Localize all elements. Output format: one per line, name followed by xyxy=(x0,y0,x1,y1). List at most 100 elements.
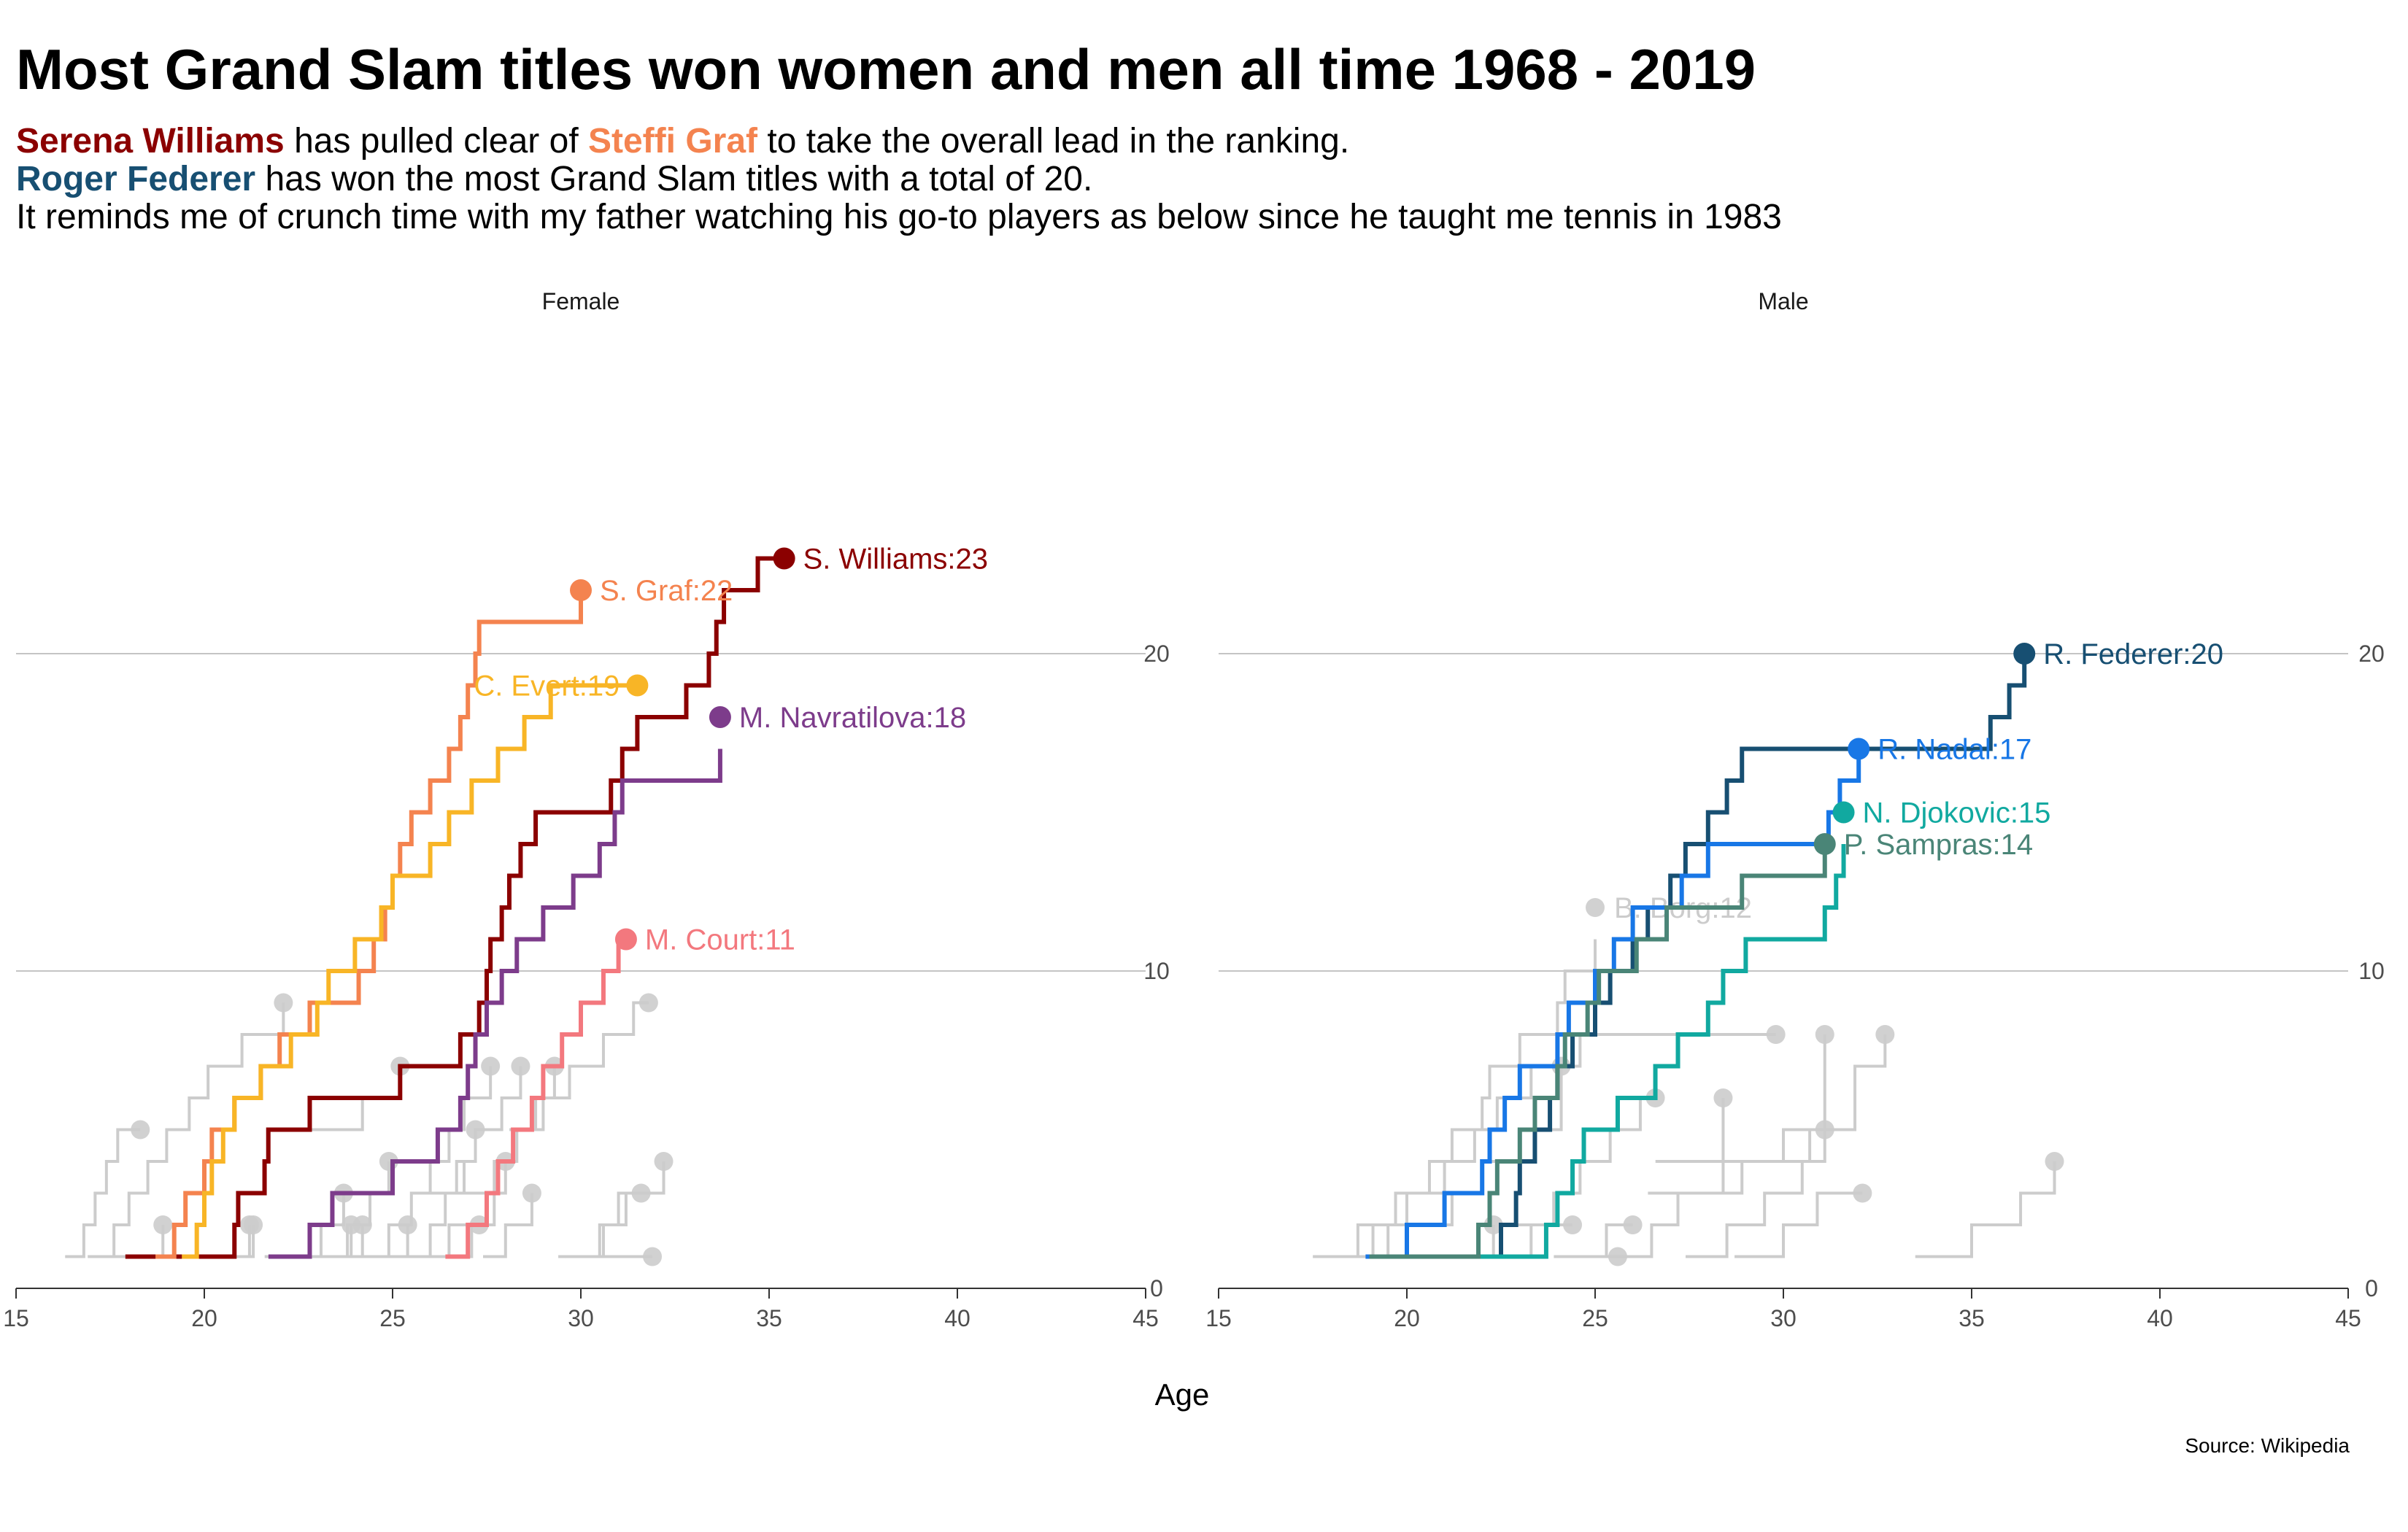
series-label: M. Navratilova:18 xyxy=(739,702,966,734)
series-m-navratilova: M. Navratilova:18 xyxy=(268,702,966,1259)
series-m-court: M. Court:11 xyxy=(445,924,795,1259)
x-tick-label: 35 xyxy=(1959,1305,1985,1331)
subtitle-line-1: Serena Williams has pulled clear of Stef… xyxy=(16,123,1782,160)
series-gray xyxy=(1313,1025,1786,1258)
y-tick-label: 0 xyxy=(2365,1275,2378,1301)
series-endpoint xyxy=(131,1120,150,1140)
series-endpoint xyxy=(614,928,637,951)
series-endpoint xyxy=(481,1056,501,1076)
series-endpoint xyxy=(638,993,658,1013)
series-label: S. Graf:22 xyxy=(600,575,733,607)
series-endpoint xyxy=(1813,833,1836,855)
series-line xyxy=(426,1066,522,1195)
series-line xyxy=(1313,1033,1776,1258)
series-endpoint xyxy=(1875,1025,1895,1044)
series-gray xyxy=(1346,1056,1571,1258)
x-tick-label: 30 xyxy=(568,1305,594,1331)
series-line xyxy=(182,683,638,1259)
x-tick-label: 45 xyxy=(1132,1305,1159,1331)
series-line xyxy=(1429,844,1846,1259)
series-line xyxy=(1369,844,1827,1259)
series-line xyxy=(1655,1034,1826,1163)
subtitle-line-2-rest: has won the most Grand Slam titles with … xyxy=(255,160,1093,198)
series-endpoint xyxy=(274,993,293,1013)
series-line xyxy=(1606,1098,1725,1258)
series-endpoint xyxy=(1832,801,1855,824)
series-line xyxy=(1648,1034,1887,1195)
series-line xyxy=(125,556,784,1259)
series-endpoint xyxy=(1586,898,1605,917)
series-endpoint xyxy=(1848,738,1870,760)
y-tick-label: 10 xyxy=(1143,958,1170,984)
series-line xyxy=(558,1191,641,1258)
series-gray xyxy=(483,1183,541,1258)
series-endpoint xyxy=(2013,643,2036,665)
y-tick-label: 0 xyxy=(1150,1275,1163,1301)
series-endpoint xyxy=(626,674,649,697)
x-tick-label: 40 xyxy=(944,1305,970,1331)
series-endpoint xyxy=(511,1056,530,1076)
series-p-sampras: P. Sampras:14 xyxy=(1369,829,2033,1259)
series-line xyxy=(483,1193,533,1258)
serena-highlight: Serena Williams xyxy=(16,122,285,160)
facet-male: Male 0 10 20 15 20 25 30 35 40 45 B. Borg:12 R. Fede… xyxy=(1205,288,2385,1331)
series-gray xyxy=(1489,1215,1583,1258)
x-tick-label: 35 xyxy=(756,1305,782,1331)
series-gray xyxy=(558,1247,663,1266)
x-tick-label: 45 xyxy=(2335,1305,2361,1331)
series-line xyxy=(1365,748,1861,1259)
y-tick-label: 10 xyxy=(2358,958,2385,984)
series-endpoint xyxy=(654,1152,674,1171)
series-gray xyxy=(1648,1025,1895,1195)
x-tick-label: 15 xyxy=(3,1305,29,1331)
series-gray xyxy=(88,993,293,1258)
x-tick-label: 40 xyxy=(2147,1305,2173,1331)
series-gray xyxy=(309,1056,410,1131)
series-label: R. Nadal:17 xyxy=(1878,734,2031,766)
series-endpoint xyxy=(773,547,795,570)
subtitle-line-1-rest: to take the overall lead in the ranking. xyxy=(757,122,1350,160)
series-label: C. Evert:19 xyxy=(474,670,620,703)
x-tick-label: 15 xyxy=(1205,1305,1232,1331)
series-line xyxy=(65,1128,141,1258)
series-gray xyxy=(313,1152,398,1258)
x-tick-label: 25 xyxy=(379,1305,406,1331)
subtitle-line-2: Roger Federer has won the most Grand Sla… xyxy=(16,160,1782,198)
series-gray xyxy=(1734,1183,1872,1258)
series-gray xyxy=(426,1056,530,1195)
series-endpoint xyxy=(1853,1183,1872,1203)
series-endpoint xyxy=(1766,1025,1786,1044)
series-endpoint xyxy=(244,1215,263,1234)
series-line xyxy=(268,748,722,1259)
series-line xyxy=(88,1002,285,1258)
series-gray xyxy=(107,1215,173,1258)
facet-female: Female 0 10 20 15 20 25 30 35 40 45 S. Williams:23 S… xyxy=(3,288,1170,1331)
series-gray xyxy=(566,1152,674,1258)
series-s-williams: S. Williams:23 xyxy=(125,543,988,1259)
x-tick-label: 30 xyxy=(1770,1305,1797,1331)
source-caption: Source: Wikipedia xyxy=(2185,1434,2350,1457)
series-endpoint xyxy=(643,1247,663,1266)
series-endpoint xyxy=(1563,1215,1583,1234)
series-endpoint xyxy=(1713,1088,1733,1107)
series-endpoint xyxy=(570,579,592,601)
series-r-nadal: R. Nadal:17 xyxy=(1365,734,2031,1259)
series-r-federer: R. Federer:20 xyxy=(1475,638,2223,1259)
x-tick-label: 20 xyxy=(1394,1305,1420,1331)
series-c-evert: C. Evert:19 xyxy=(182,670,649,1259)
federer-highlight: Roger Federer xyxy=(16,160,256,198)
series-gray xyxy=(1686,1120,1834,1258)
series-label: S. Williams:23 xyxy=(803,543,988,576)
series-endpoint xyxy=(153,1215,173,1234)
series-endpoint xyxy=(2045,1152,2064,1171)
series-line xyxy=(1686,1129,1826,1258)
series-line xyxy=(1734,1191,1863,1258)
series-line xyxy=(445,937,626,1259)
graf-highlight: Steffi Graf xyxy=(587,122,758,160)
series-label: N. Djokovic:15 xyxy=(1863,797,2051,829)
series-gray xyxy=(1606,1088,1733,1258)
series-line xyxy=(566,1161,665,1258)
series-endpoint xyxy=(522,1183,541,1203)
series-gray xyxy=(422,1215,489,1258)
